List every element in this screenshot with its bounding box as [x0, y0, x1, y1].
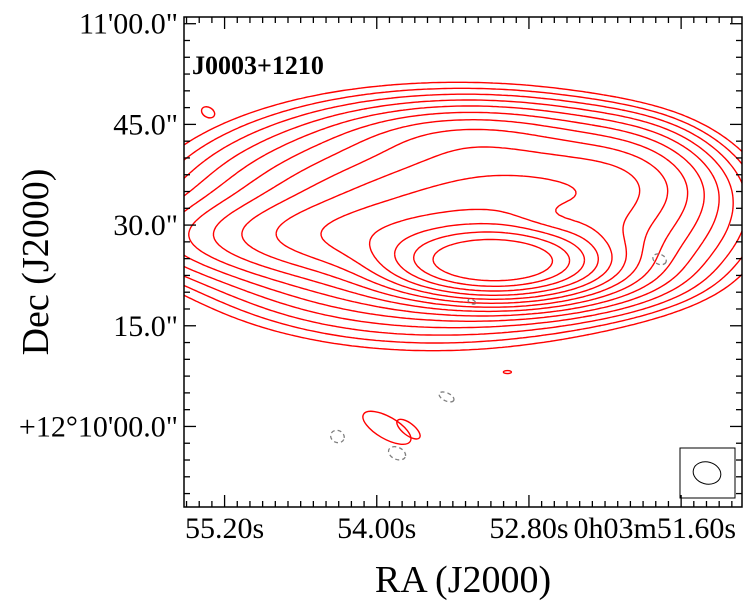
x-tick-label: 52.80s [489, 512, 568, 545]
plot-frame [183, 16, 743, 508]
contour-level-14 [432, 238, 554, 282]
contour-level-11 [368, 208, 599, 296]
y-axis-title: Dec (J2000) [15, 169, 57, 356]
contour-layer [184, 81, 742, 446]
contour-level-6 [188, 111, 705, 317]
y-tick-label: 45.0" [113, 108, 178, 141]
contour-island-inner [396, 418, 421, 440]
negative-contour [652, 253, 667, 266]
contour-level-8 [241, 128, 669, 308]
contour-island [502, 369, 513, 375]
contour-level-5 [184, 105, 720, 322]
source-label: J0003+1210 [192, 51, 324, 80]
contour-level-4 [184, 99, 734, 329]
y-tick-label: 15.0" [113, 310, 178, 343]
negative-contour [329, 429, 345, 444]
beam-ellipse [692, 461, 722, 485]
contour-level-1 [184, 81, 742, 352]
contour-level-7 [212, 119, 689, 313]
x-tick-label: 54.00s [337, 512, 416, 545]
contour-level-2 [184, 87, 742, 344]
x-tick-label: 55.20s [185, 512, 264, 545]
tick-layer [184, 17, 742, 507]
contour-level-9 [275, 146, 641, 304]
contour-island [200, 106, 216, 119]
x-tick-labels: 55.20s 54.00s 52.80s 0h03m51.60s [185, 512, 736, 545]
contour-island [362, 410, 412, 446]
negative-contour-layer [329, 253, 667, 461]
negative-contour [387, 446, 407, 461]
x-tick-label: 0h03m51.60s [573, 512, 736, 545]
y-tick-labels: 11'00.0" 45.0" 30.0" 15.0" +12°10'00.0" [19, 8, 178, 444]
plot-area [184, 17, 742, 507]
contour-level-13 [413, 231, 571, 287]
x-axis-title: RA (J2000) [375, 559, 551, 601]
y-tick-label: 30.0" [113, 209, 178, 242]
contour-level-10 [320, 174, 613, 300]
y-tick-label: 11'00.0" [79, 8, 178, 41]
contour-level-12 [393, 222, 586, 292]
beam-box [679, 447, 736, 499]
y-tick-label: +12°10'00.0" [19, 410, 178, 443]
contour-level-3 [184, 93, 742, 336]
negative-contour [438, 391, 455, 403]
